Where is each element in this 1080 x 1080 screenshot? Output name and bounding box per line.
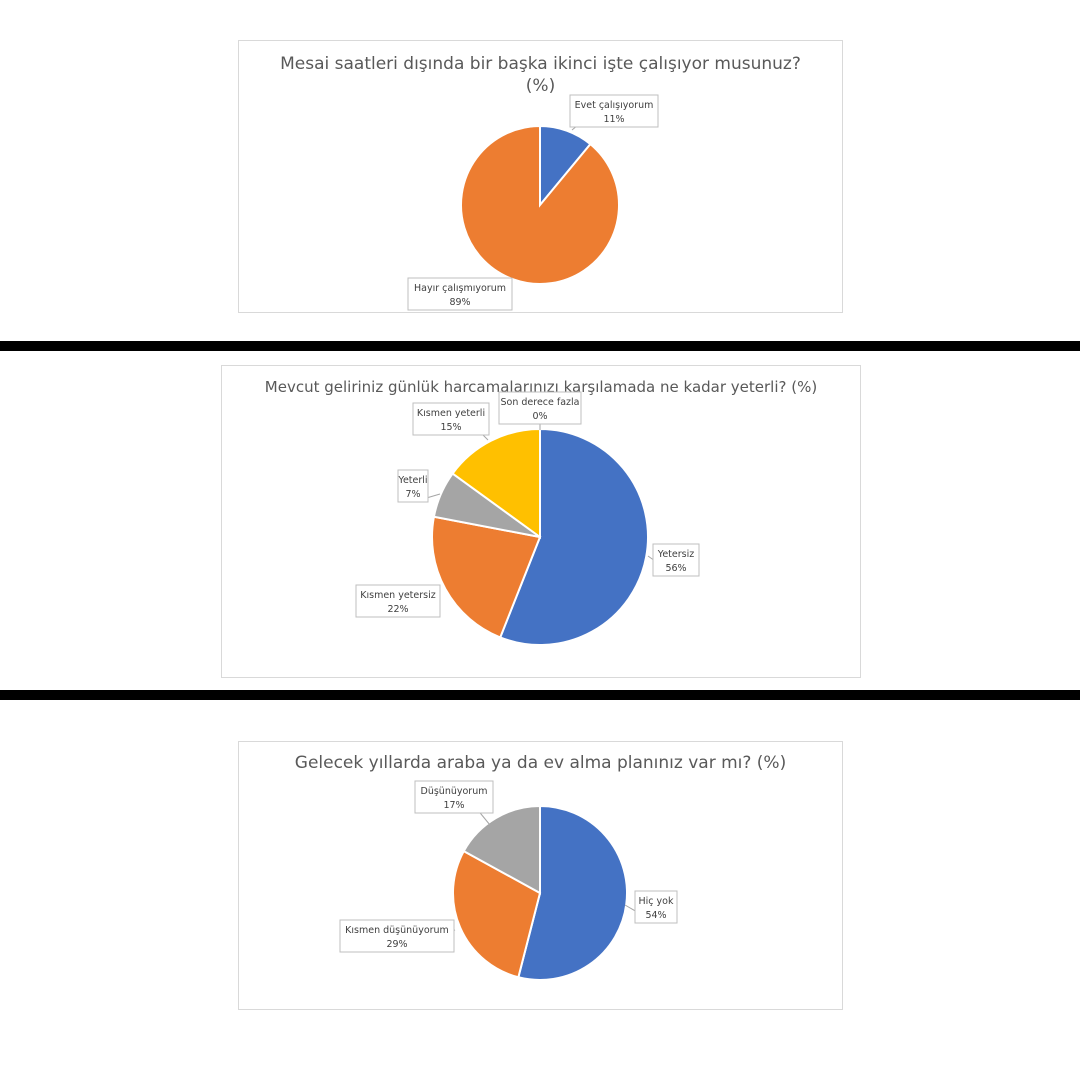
chart-3-label-box-3 bbox=[414, 780, 494, 814]
chart-3-category-label-3: Düşünüyorum bbox=[421, 786, 488, 797]
chart-1-value-label-2: 89% bbox=[449, 297, 470, 308]
chart-2-value-label-1: 56% bbox=[665, 563, 686, 574]
chart-3-value-label-2: 29% bbox=[386, 939, 407, 950]
separator-bottom bbox=[0, 690, 1080, 700]
chart-2-value-label-4: 15% bbox=[440, 422, 461, 433]
chart-3-data-label-2: Kısmen düşünüyorum 29% bbox=[339, 919, 456, 953]
chart-1-title-line1: Mesai saatleri dışında bir başka ikinci … bbox=[280, 54, 801, 74]
chart-2-label-box-2 bbox=[355, 584, 441, 618]
chart-2-value-label-5: 0% bbox=[532, 411, 547, 422]
chart-3-label-box-1 bbox=[634, 890, 678, 924]
chart-3-value-label-1: 54% bbox=[645, 910, 666, 921]
chart-2-label-box-4 bbox=[412, 402, 490, 436]
chart-2-value-label-2: 22% bbox=[387, 604, 408, 615]
chart-2-label-box-5 bbox=[498, 391, 582, 425]
chart-2-slice-1 bbox=[498, 427, 649, 646]
chart-2-label-box-1 bbox=[652, 543, 700, 577]
chart-2-data-label-5: Son derece fazla 0% bbox=[498, 391, 582, 430]
chart-2-category-label-5: Son derece fazla bbox=[500, 397, 579, 408]
chart-1-category-label-2: Hayır çalışmıyorum bbox=[414, 283, 506, 294]
chart-3-value-label-3: 17% bbox=[443, 800, 464, 811]
chart-1-value-label-1: 11% bbox=[603, 114, 624, 125]
chart-2-category-label-2: Kısmen yetersiz bbox=[360, 590, 435, 601]
chart-3-label-box-2 bbox=[339, 919, 455, 953]
chart-2-label-box-3 bbox=[397, 469, 429, 503]
chart-2-slice-4 bbox=[451, 427, 541, 539]
chart-3-category-label-2: Kısmen düşünüyorum bbox=[345, 925, 449, 936]
chart-3-title: Gelecek yıllarda araba ya da ev alma pla… bbox=[294, 753, 787, 773]
chart-3-data-label-1: Hiç yok 54% bbox=[624, 890, 678, 924]
chart-1-data-label-2: Hayır çalışmıyorum 89% bbox=[407, 277, 513, 311]
chart-1-label-box-1 bbox=[569, 94, 659, 128]
chart-2-value-label-3: 7% bbox=[405, 489, 420, 500]
chart-2-category-label-4: Kısmen yeterli bbox=[417, 408, 485, 419]
chart-1-data-label-1: Evet çalışıyorum 11% bbox=[569, 94, 659, 131]
chart-1-label-box-2 bbox=[407, 277, 513, 311]
chart-3-data-label-3: Düşünüyorum 17% bbox=[414, 780, 494, 826]
chart-2-data-label-3: Yeterli 7% bbox=[397, 469, 441, 503]
chart-2-slice-2 bbox=[431, 515, 542, 639]
chart-1-title-line2: (%) bbox=[525, 76, 556, 96]
chart-3-category-label-1: Hiç yok bbox=[639, 896, 674, 907]
chart-2-category-label-1: Yetersiz bbox=[657, 549, 694, 560]
chart-3-slice-1 bbox=[517, 804, 628, 981]
chart-2-data-label-4: Kısmen yeterli 15% bbox=[412, 402, 490, 441]
chart-1-slice-2 bbox=[460, 124, 620, 285]
chart-1-title: Mesai saatleri dışında bir başka ikinci … bbox=[239, 53, 842, 97]
chart-3-slice-2 bbox=[452, 849, 542, 979]
chart-2-data-label-1: Yetersiz 56% bbox=[647, 543, 700, 577]
chart-2-data-label-2: Kısmen yetersiz 22% bbox=[355, 584, 441, 618]
chart-2-category-label-3: Yeterli bbox=[397, 475, 427, 486]
separator-top bbox=[0, 341, 1080, 351]
chart-2-title: Mevcut geliriniz günlük harcamalarınızı … bbox=[264, 378, 818, 396]
chart-1-category-label-1: Evet çalışıyorum bbox=[575, 100, 654, 111]
chart-3-slice-3 bbox=[462, 804, 541, 895]
